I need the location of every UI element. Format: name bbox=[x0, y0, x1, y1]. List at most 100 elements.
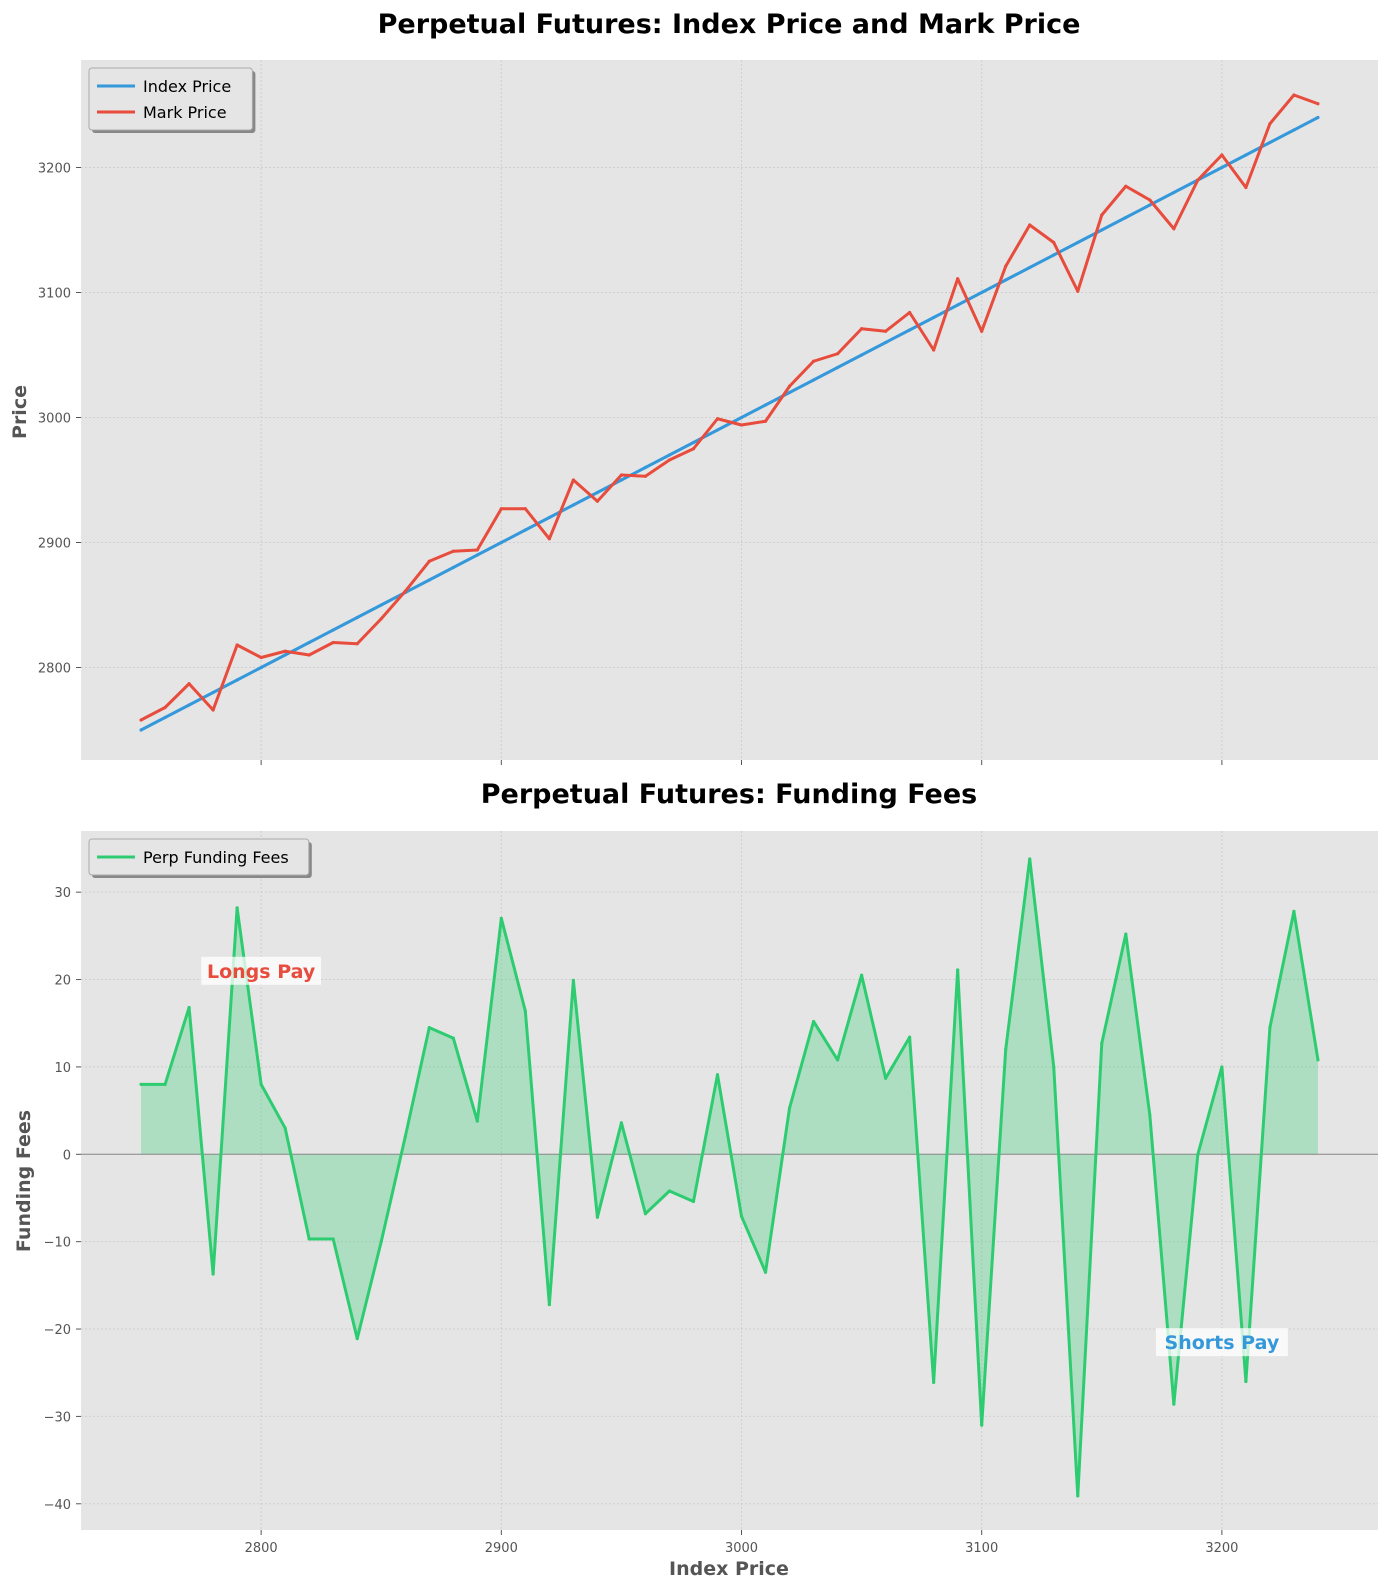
price-y-axis-label: Price bbox=[9, 385, 31, 439]
index-price-point bbox=[379, 603, 383, 607]
mark-price-point bbox=[715, 417, 720, 421]
y-tick-label: 3200 bbox=[38, 162, 71, 177]
funding-fill bbox=[141, 858, 1318, 1496]
perp-funding-fees-point bbox=[932, 1380, 936, 1384]
price-chart-title: Perpetual Futures: Index Price and Mark … bbox=[378, 9, 1081, 40]
index-price-point bbox=[499, 540, 503, 545]
mark-price-point bbox=[1316, 102, 1320, 106]
perp-funding-fees-point bbox=[619, 1121, 624, 1125]
perp-funding-fees-point bbox=[1004, 1047, 1008, 1052]
y-tick-label: 30 bbox=[54, 886, 71, 901]
index-price-point bbox=[1220, 165, 1224, 170]
perp-funding-fees-point bbox=[956, 968, 960, 972]
index-price-point bbox=[835, 365, 840, 370]
mark-price-point bbox=[259, 655, 263, 660]
index-price-point bbox=[1028, 265, 1032, 270]
index-price-point bbox=[1148, 203, 1152, 207]
index-price-point bbox=[523, 528, 527, 532]
index-price-point bbox=[307, 640, 311, 645]
mark-price-point bbox=[547, 537, 551, 541]
y-tick-label: 20 bbox=[54, 974, 71, 989]
perp-funding-fees-point bbox=[1172, 1402, 1176, 1406]
mark-price-point bbox=[691, 447, 696, 451]
mark-price-point bbox=[451, 549, 455, 553]
mark-price-point bbox=[499, 507, 503, 511]
perp-funding-fees-point bbox=[499, 916, 503, 920]
mark-price-point bbox=[1292, 93, 1296, 97]
perp-funding-fees-point bbox=[1316, 1058, 1320, 1062]
annotation-label: Shorts Pay bbox=[1165, 1332, 1280, 1354]
perp-funding-fees-point bbox=[691, 1199, 696, 1204]
funding-x-axis-label: Index Price bbox=[669, 1558, 789, 1580]
index-price-point bbox=[427, 578, 431, 582]
mark-price-point bbox=[811, 359, 816, 363]
index-price-point bbox=[643, 465, 648, 470]
legend-box bbox=[88, 67, 253, 131]
index-price-point bbox=[475, 553, 479, 557]
mark-price-point bbox=[307, 653, 311, 657]
perp-funding-fees-point bbox=[884, 1076, 888, 1080]
perp-funding-fees-point bbox=[1268, 1025, 1272, 1030]
mark-price-point bbox=[283, 649, 287, 653]
perp-funding-fees-point bbox=[427, 1025, 431, 1030]
mark-price-point bbox=[884, 329, 888, 333]
funding-legend: Perp Funding Fees bbox=[88, 838, 312, 878]
index-price-point bbox=[1172, 190, 1176, 195]
perp-funding-fees-point bbox=[1148, 1113, 1152, 1117]
perp-funding-fees-point bbox=[787, 1106, 792, 1110]
perp-funding-fees-point bbox=[1100, 1041, 1104, 1045]
index-price-point bbox=[667, 453, 672, 457]
mark-price-line bbox=[140, 93, 1319, 722]
mark-price-point bbox=[787, 384, 792, 388]
perp-funding-fees-point bbox=[1076, 1494, 1080, 1498]
perp-funding-fees-point bbox=[475, 1119, 479, 1123]
index-price-point bbox=[1052, 253, 1056, 257]
mark-price-point bbox=[643, 474, 648, 478]
mark-price-point bbox=[1220, 153, 1224, 157]
index-price-point bbox=[1076, 240, 1080, 245]
index-price-point bbox=[259, 665, 263, 670]
mark-price-point bbox=[956, 277, 960, 281]
y-tick-label: 0 bbox=[63, 1148, 71, 1163]
mark-price-point bbox=[932, 348, 936, 352]
price-legend: Index Price Mark Price bbox=[88, 67, 256, 133]
y-tick-label: 10 bbox=[54, 1061, 71, 1076]
perp-funding-fees-point bbox=[379, 1240, 383, 1244]
perp-funding-fees-point bbox=[259, 1082, 263, 1086]
index-price-point bbox=[691, 440, 696, 445]
mark-price-point bbox=[211, 708, 215, 712]
perp-funding-fees-point bbox=[235, 906, 239, 910]
mark-price-point bbox=[1124, 184, 1128, 188]
y-tick-label: 2800 bbox=[38, 662, 71, 677]
mark-price-point bbox=[1172, 227, 1176, 231]
index-price-point bbox=[235, 678, 239, 682]
index-price-point bbox=[763, 403, 768, 407]
y-tick-label: −30 bbox=[44, 1410, 71, 1425]
index-price-point bbox=[1004, 278, 1008, 282]
index-price-point bbox=[932, 315, 936, 320]
mark-price-point bbox=[619, 473, 624, 477]
perp-funding-fees-point bbox=[307, 1237, 311, 1241]
legend-box bbox=[88, 838, 310, 876]
perp-funding-fees-point bbox=[643, 1212, 648, 1216]
index-price-point bbox=[787, 390, 792, 395]
mark-price-point bbox=[379, 617, 383, 621]
y-tick-label: −40 bbox=[44, 1498, 71, 1513]
perp-funding-fees-point bbox=[283, 1126, 287, 1130]
annotation-box bbox=[1155, 1328, 1288, 1357]
perp-funding-fees-point bbox=[739, 1214, 744, 1218]
y-tick-label: −10 bbox=[44, 1236, 71, 1251]
perp-funding-fees-line bbox=[141, 857, 1320, 1498]
perp-funding-fees-point bbox=[187, 1005, 191, 1010]
perp-funding-fees-point bbox=[571, 978, 575, 983]
index-price-point bbox=[1292, 128, 1296, 132]
perp-funding-fees-point bbox=[595, 1215, 599, 1219]
y-tick-label: 2900 bbox=[38, 537, 71, 552]
index-price-point bbox=[283, 653, 287, 657]
index-price-point bbox=[860, 353, 864, 357]
perp-funding-fees-point bbox=[1220, 1065, 1224, 1069]
y-tick-label: 3000 bbox=[38, 412, 71, 427]
perp-funding-fees-point bbox=[211, 1272, 215, 1276]
mark-price-point bbox=[427, 559, 431, 563]
index-price-point bbox=[163, 715, 167, 720]
